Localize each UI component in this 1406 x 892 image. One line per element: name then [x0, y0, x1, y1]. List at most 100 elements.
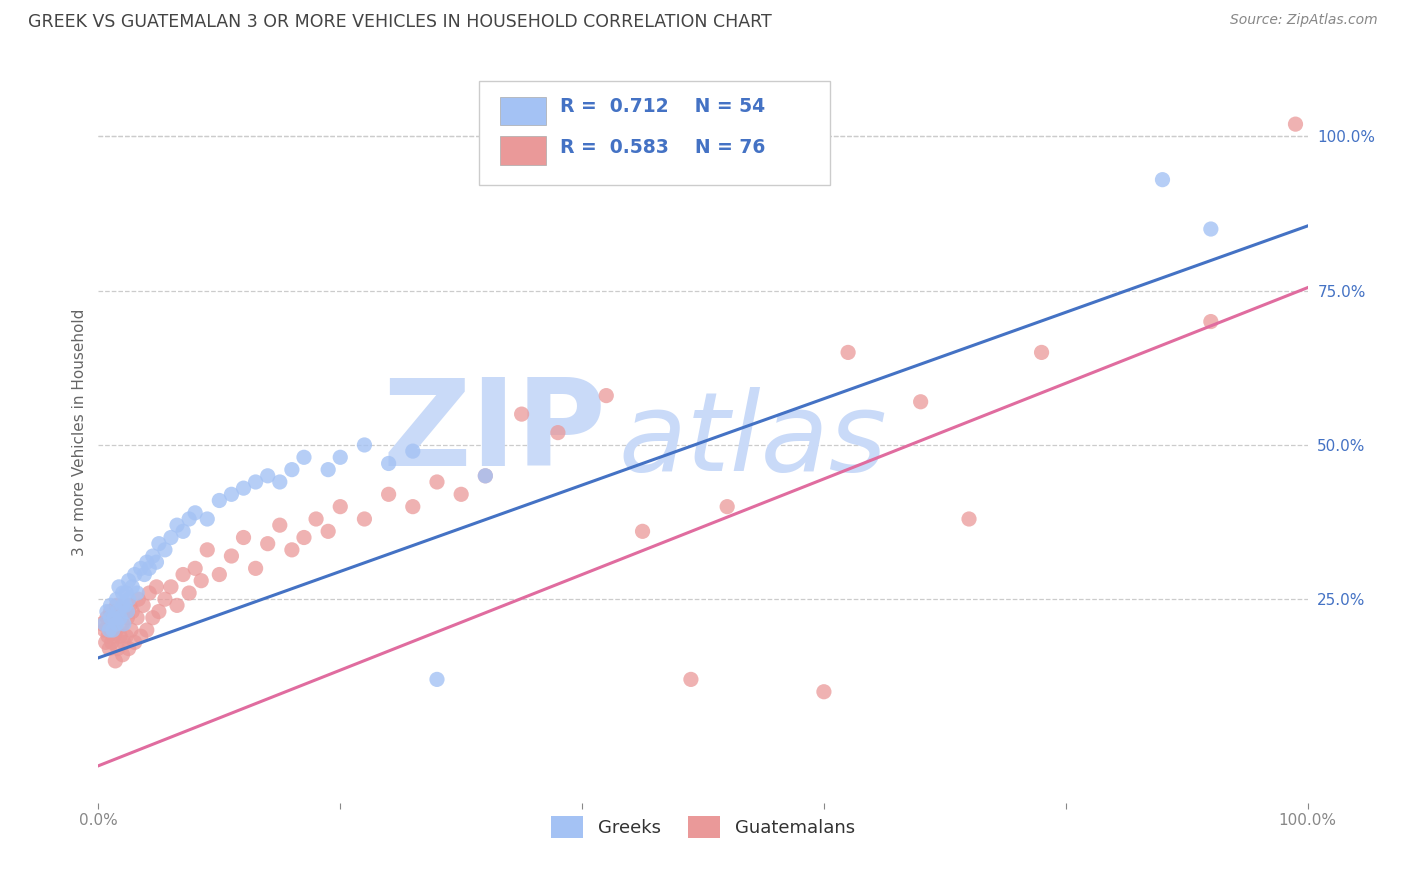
Text: R =  0.583    N = 76: R = 0.583 N = 76 [561, 138, 766, 157]
Point [426, 475, 449, 489]
Text: ZIP: ZIP [382, 374, 606, 491]
Point [292, 531, 315, 545]
Point [631, 524, 654, 539]
Point [679, 673, 702, 687]
Point [111, 586, 134, 600]
Point [281, 542, 304, 557]
Point [329, 500, 352, 514]
Point [426, 673, 449, 687]
Point [813, 685, 835, 699]
Point [114, 605, 136, 619]
Point [474, 468, 496, 483]
Point [98, 623, 121, 637]
FancyBboxPatch shape [479, 81, 830, 185]
Point [208, 493, 231, 508]
Point [135, 555, 157, 569]
Point [98, 641, 121, 656]
Point [547, 425, 569, 440]
Point [117, 605, 139, 619]
Point [100, 635, 122, 649]
Point [1199, 315, 1222, 329]
FancyBboxPatch shape [501, 97, 546, 126]
Point [179, 512, 201, 526]
Point [1152, 172, 1174, 186]
Point [716, 500, 738, 514]
Point [103, 629, 125, 643]
Point [450, 487, 472, 501]
Point [353, 512, 375, 526]
Point [256, 536, 278, 550]
Point [377, 457, 399, 471]
Point [135, 623, 157, 637]
Point [124, 635, 146, 649]
Point [179, 586, 201, 600]
Y-axis label: 3 or more Vehicles in Household: 3 or more Vehicles in Household [72, 309, 87, 557]
Point [124, 567, 146, 582]
Text: GREEK VS GUATEMALAN 3 OR MORE VEHICLES IN HOUSEHOLD CORRELATION CHART: GREEK VS GUATEMALAN 3 OR MORE VEHICLES I… [28, 13, 772, 31]
Point [377, 487, 399, 501]
Point [108, 611, 131, 625]
Point [100, 605, 122, 619]
Point [108, 629, 131, 643]
Point [121, 605, 143, 619]
Point [256, 468, 278, 483]
Text: Source: ZipAtlas.com: Source: ZipAtlas.com [1230, 13, 1378, 28]
Point [190, 574, 212, 588]
Point [595, 389, 617, 403]
Point [172, 524, 194, 539]
Point [111, 648, 134, 662]
Point [118, 641, 141, 656]
Point [910, 394, 932, 409]
Point [129, 629, 152, 643]
Point [93, 623, 115, 637]
Point [118, 592, 141, 607]
Point [100, 623, 122, 637]
Point [108, 580, 131, 594]
Point [1284, 117, 1306, 131]
Point [138, 561, 160, 575]
Point [160, 580, 183, 594]
Point [292, 450, 315, 465]
Point [474, 468, 496, 483]
Point [153, 592, 176, 607]
Point [837, 345, 859, 359]
Point [127, 586, 149, 600]
Point [100, 611, 122, 625]
Point [104, 654, 127, 668]
Point [232, 481, 254, 495]
Point [160, 531, 183, 545]
Point [107, 605, 129, 619]
Point [166, 518, 188, 533]
Point [232, 531, 254, 545]
Point [245, 561, 267, 575]
Point [101, 611, 124, 625]
Point [148, 605, 170, 619]
Point [108, 611, 131, 625]
Point [195, 512, 218, 526]
Point [105, 592, 128, 607]
Point [134, 567, 156, 582]
Point [112, 616, 135, 631]
Point [172, 567, 194, 582]
Point [1199, 222, 1222, 236]
Point [132, 599, 155, 613]
Point [402, 444, 425, 458]
Point [316, 524, 339, 539]
Point [145, 555, 167, 569]
Point [93, 616, 115, 631]
Point [269, 518, 291, 533]
Point [195, 542, 218, 557]
Point [129, 561, 152, 575]
Point [115, 629, 138, 643]
Text: atlas: atlas [619, 386, 887, 493]
Point [96, 605, 118, 619]
Point [957, 512, 980, 526]
Point [111, 599, 134, 613]
Point [103, 611, 125, 625]
Point [118, 599, 141, 613]
Point [112, 635, 135, 649]
Point [305, 512, 328, 526]
Point [245, 475, 267, 489]
Point [101, 623, 124, 637]
Point [127, 592, 149, 607]
